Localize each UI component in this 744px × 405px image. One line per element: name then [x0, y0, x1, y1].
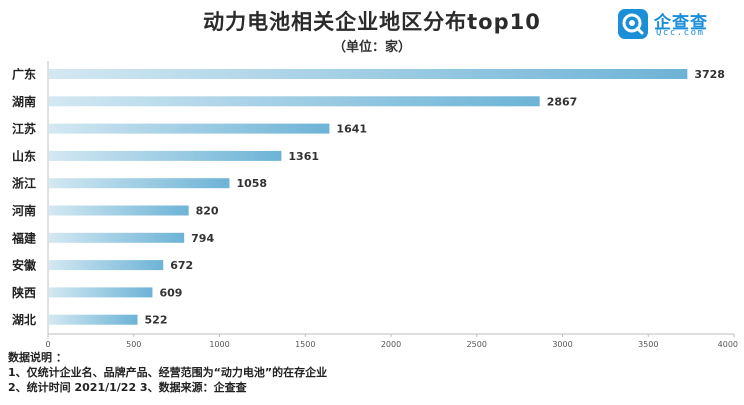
- chart-subtitle: （单位：家）: [332, 40, 411, 55]
- x-tick-label: 3000: [552, 340, 572, 349]
- qichacha-logo: 企查查 Qcc.com: [618, 8, 728, 42]
- bar: [49, 205, 189, 216]
- bar-chart: 广东 3728 湖南 2867 江苏 1641 山东 1361 浙江 1058 河南 820 福建 794…: [11, 61, 738, 349]
- bar: [49, 96, 540, 107]
- data-label: 2867: [547, 95, 578, 108]
- bar: [49, 232, 185, 243]
- notes-line-2: 2、统计时间 2021/1/22 3、数据来源：企查查: [8, 381, 247, 394]
- bar: [49, 260, 164, 271]
- data-label: 820: [196, 205, 219, 218]
- bar: [49, 178, 230, 189]
- data-label: 672: [170, 259, 193, 272]
- category-label: 安徽: [12, 258, 37, 273]
- data-label: 3728: [694, 68, 725, 81]
- x-tick-label: 500: [126, 340, 141, 349]
- notes-heading: 数据说明 ：: [8, 351, 67, 364]
- logo-name: 企查查: [654, 13, 708, 33]
- category-label: 山东: [12, 148, 36, 163]
- bar: [49, 314, 138, 325]
- x-tick-label: 1500: [295, 340, 315, 349]
- x-tick-label: 3500: [638, 340, 658, 349]
- category-label: 福建: [11, 230, 37, 245]
- data-label: 1058: [236, 177, 267, 190]
- data-label: 522: [145, 314, 168, 327]
- data-label: 1361: [288, 150, 319, 163]
- data-label: 1641: [336, 123, 367, 136]
- category-label: 浙江: [12, 176, 36, 191]
- category-label: 湖北: [12, 312, 36, 327]
- x-tick-label: 0: [45, 340, 50, 349]
- data-label: 794: [191, 232, 214, 245]
- category-label: 广东: [12, 67, 36, 82]
- x-tick-label: 2000: [381, 340, 401, 349]
- bar: [49, 150, 282, 161]
- data-notes: 数据说明 ： 1、仅统计企业名、品牌产品、经营范围为“动力电池”的在存企业 2、…: [8, 350, 327, 395]
- bar: [49, 287, 153, 298]
- logo-domain: Qcc.com: [656, 28, 705, 38]
- bar: [49, 69, 688, 79]
- notes-line-1: 1、仅统计企业名、品牌产品、经营范围为“动力电池”的在存企业: [8, 366, 328, 379]
- data-label: 609: [159, 286, 182, 299]
- x-tick-label: 4000: [718, 340, 738, 349]
- chart-title: 动力电池相关企业地区分布top10: [203, 10, 541, 34]
- x-tick-label: 1000: [209, 340, 229, 349]
- x-tick-label: 2500: [467, 340, 487, 349]
- category-label: 江苏: [12, 121, 36, 136]
- category-label: 河南: [11, 203, 36, 218]
- category-label: 陕西: [12, 285, 36, 300]
- category-label: 湖南: [12, 94, 36, 109]
- bar: [49, 123, 330, 134]
- qichacha-logo-icon: [618, 9, 648, 39]
